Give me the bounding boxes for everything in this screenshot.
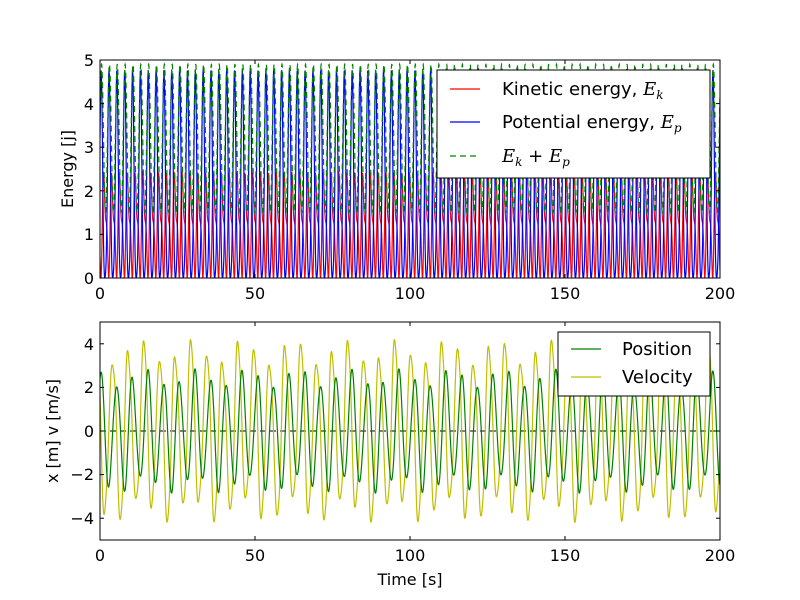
legend-velocity-label: Velocity xyxy=(622,367,693,388)
energy-legend: Kinetic energy, Ek Potential energy, Ep … xyxy=(436,69,711,179)
energy-xtick-150: 150 xyxy=(550,284,581,303)
pv-xtick-0: 0 xyxy=(95,546,105,565)
position-velocity-legend: Position Velocity xyxy=(557,331,711,397)
legend-potential-label: Potential energy, Ep xyxy=(502,112,682,135)
energy-ytick-2: 2 xyxy=(84,182,94,201)
energy-chart: 0 50 100 150 200 0 1 2 3 4 5 Energy [j] … xyxy=(58,51,735,303)
potential-energy-line xyxy=(100,69,720,278)
position-velocity-tick-marks xyxy=(99,322,721,540)
pv-xlabel: Time [s] xyxy=(376,570,442,589)
energy-xtick-200: 200 xyxy=(705,284,736,303)
pv-ylabel: x [m] v [m/s] xyxy=(43,379,62,483)
energy-tick-marks xyxy=(99,59,721,279)
pv-xtick-50: 50 xyxy=(245,546,265,565)
energy-xtick-0: 0 xyxy=(95,284,105,303)
legend-kinetic-label: Kinetic energy, Ek xyxy=(502,79,664,102)
pv-xtick-100: 100 xyxy=(395,546,426,565)
energy-ytick-5: 5 xyxy=(84,51,94,70)
energy-legend-box xyxy=(436,69,711,179)
pv-ytick-2: 2 xyxy=(84,378,94,397)
position-velocity-chart: 0 50 100 150 200 −4 −2 0 2 4 Time [s] x … xyxy=(43,321,736,589)
energy-ylabel: Energy [j] xyxy=(58,130,77,208)
pv-xtick-200: 200 xyxy=(705,546,736,565)
energy-xtick-50: 50 xyxy=(245,284,265,303)
position-line xyxy=(100,368,720,494)
energy-ytick-1: 1 xyxy=(84,225,94,244)
pv-legend-box xyxy=(557,331,711,397)
pv-ytick-minus4: −4 xyxy=(70,509,94,528)
energy-ytick-3: 3 xyxy=(84,138,94,157)
energy-ytick-4: 4 xyxy=(84,95,94,114)
pv-ytick-minus2: −2 xyxy=(70,465,94,484)
pv-ytick-0: 0 xyxy=(84,422,94,441)
legend-total-label: Ek + Ep xyxy=(501,146,570,169)
energy-xtick-100: 100 xyxy=(395,284,426,303)
pv-xtick-150: 150 xyxy=(550,546,581,565)
energy-ytick-0: 0 xyxy=(84,269,94,288)
legend-position-label: Position xyxy=(622,339,692,360)
pv-ytick-4: 4 xyxy=(84,335,94,354)
